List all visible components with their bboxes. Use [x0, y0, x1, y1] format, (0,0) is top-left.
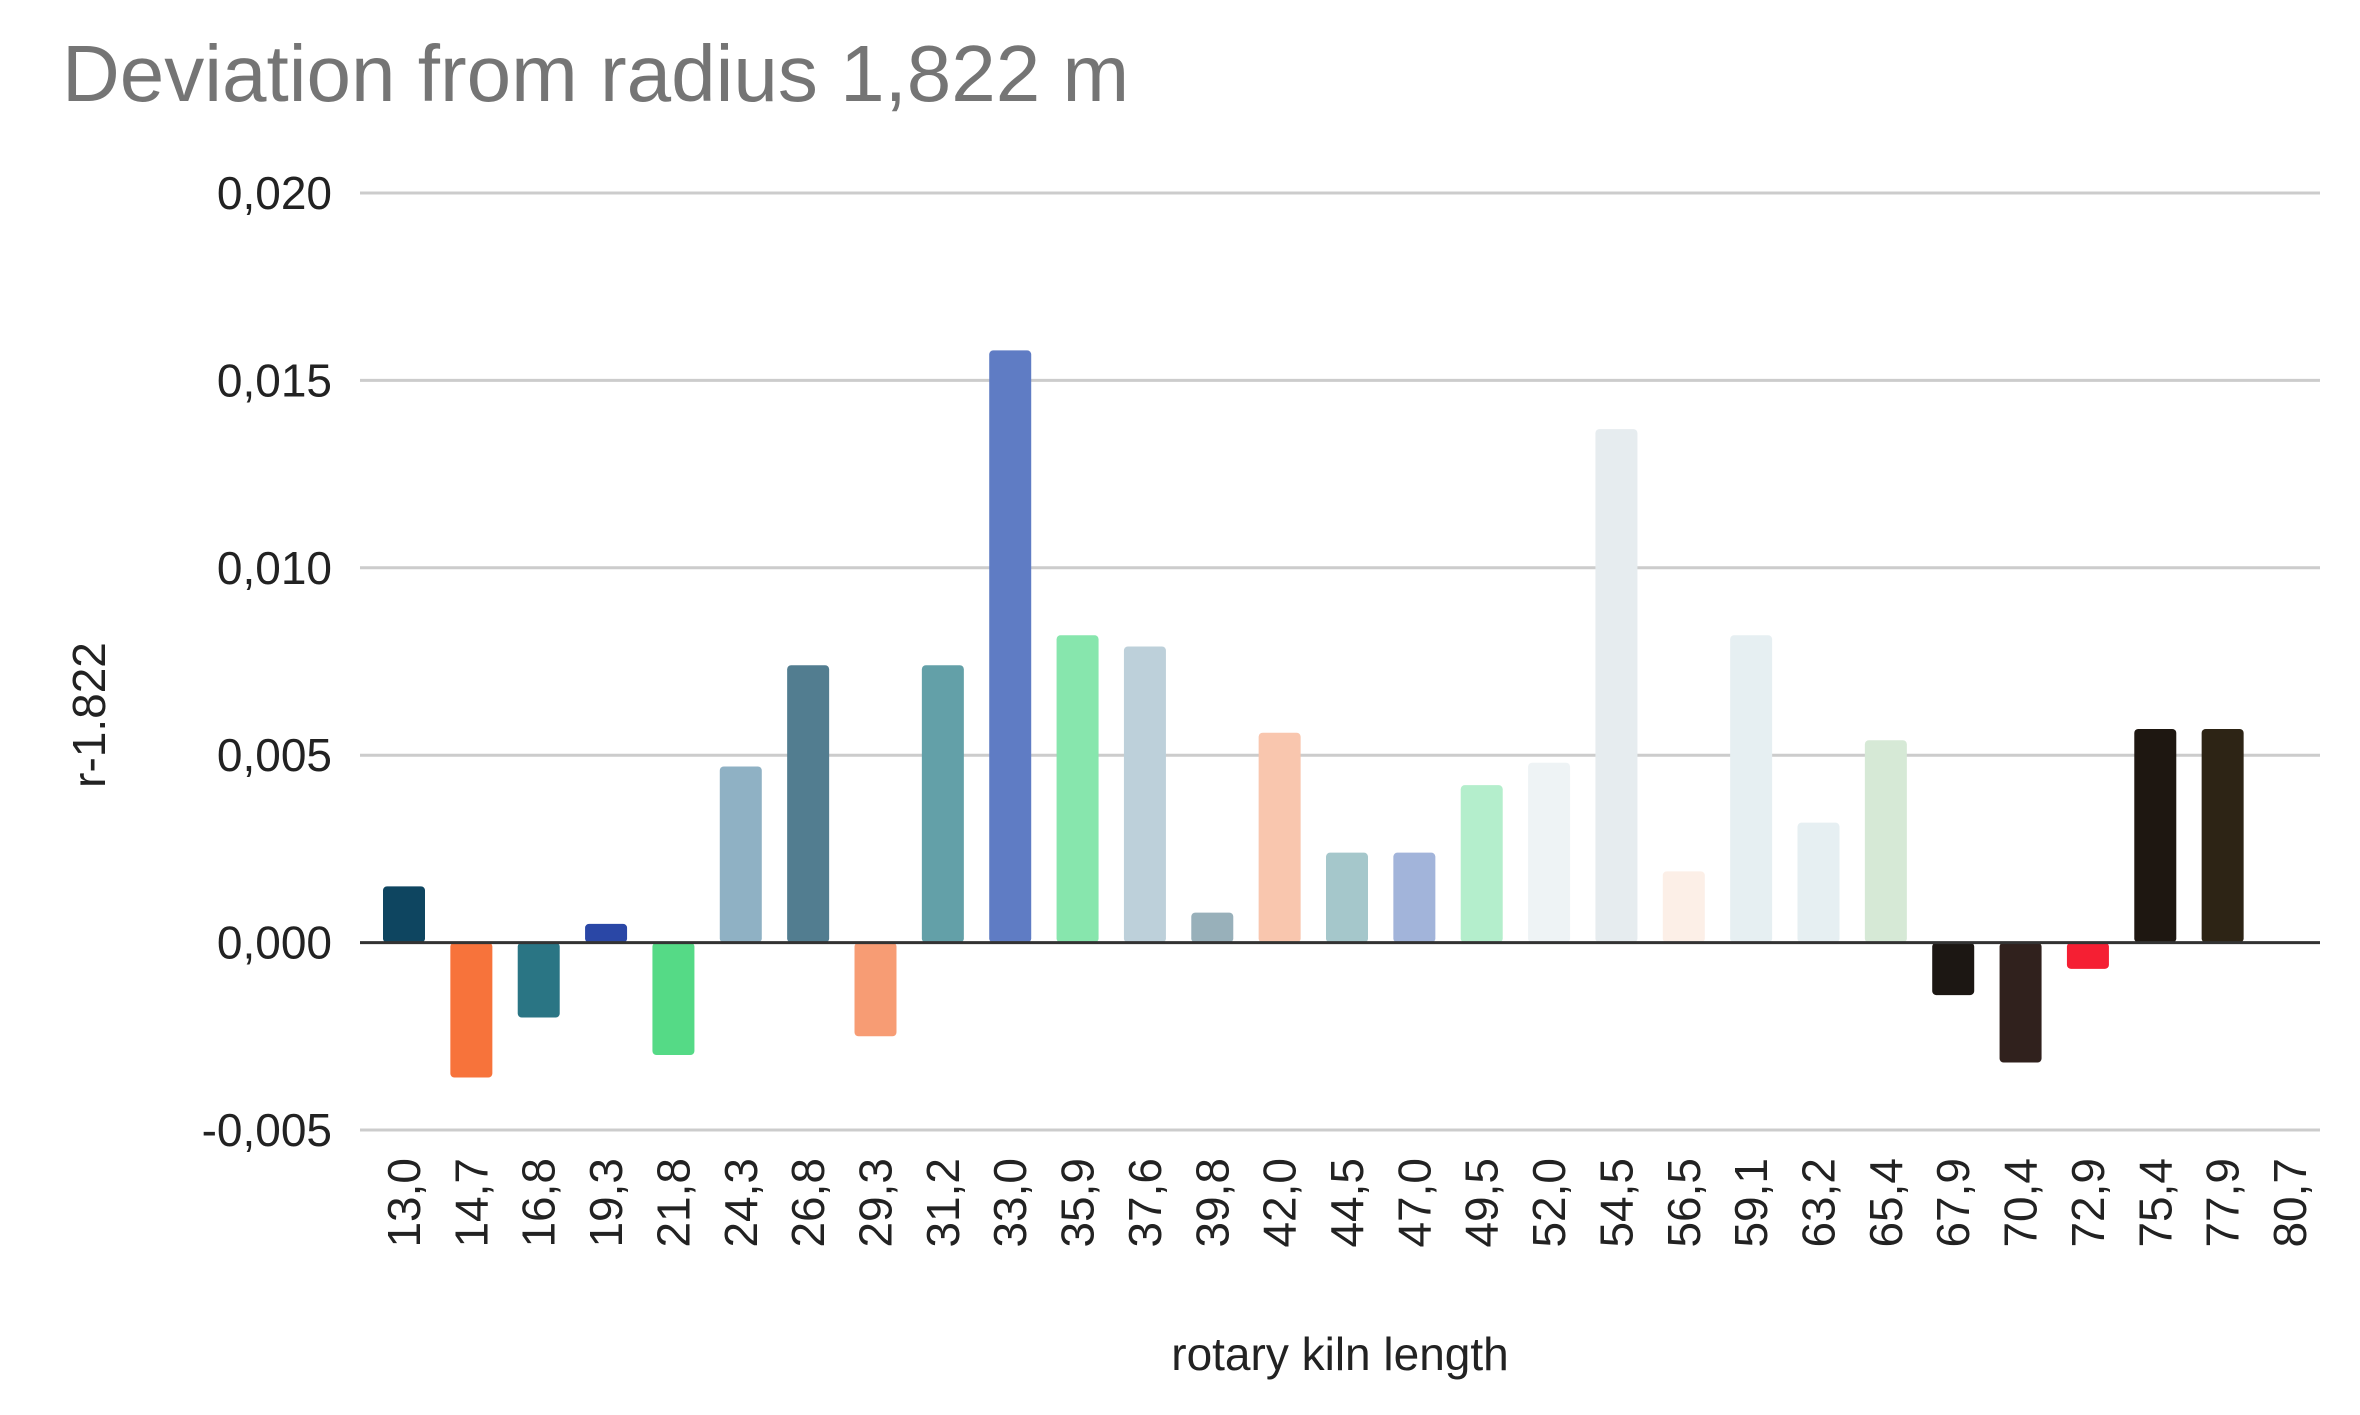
bar [1797, 822, 1840, 943]
y-tick-label: 0,015 [217, 354, 332, 406]
x-tick-label: 65,4 [1860, 1158, 1912, 1248]
x-tick-labels: 13,0 14,7 16,8 19,3 21,8 24,3 26,8 29,3 31,2 33,0… [378, 1158, 2316, 1248]
x-tick-label: 59,1 [1725, 1158, 1777, 1248]
y-tick-labels: 0,020 0,015 0,010 0,005 0,000 -0,005 [202, 167, 332, 1156]
x-tick-label: 16,8 [513, 1158, 565, 1248]
chart-title: Deviation from radius 1,822 m [62, 29, 1130, 118]
x-tick-label: 44,5 [1321, 1158, 1373, 1248]
x-tick-label: 80,7 [2264, 1158, 2316, 1248]
x-tick-label: 56,5 [1658, 1158, 1710, 1248]
bar [2201, 728, 2244, 943]
gridlines [360, 191, 2320, 1132]
bar [1258, 732, 1301, 943]
bar [2066, 942, 2109, 969]
bar [1662, 871, 1705, 943]
x-tick-label: 33,0 [984, 1158, 1036, 1248]
x-tick-label: 21,8 [647, 1158, 699, 1248]
bar [383, 886, 425, 943]
y-axis-label: r-1.822 [63, 642, 115, 788]
x-tick-label: 70,4 [1995, 1158, 2047, 1248]
bars [383, 350, 2244, 1078]
x-tick-label: 63,2 [1793, 1158, 1845, 1248]
x-tick-label: 67,9 [1927, 1158, 1979, 1248]
y-tick-label: 0,000 [217, 917, 332, 969]
bar [1056, 635, 1099, 943]
bar [450, 942, 493, 1078]
x-tick-label: 49,5 [1456, 1158, 1508, 1248]
bar [1191, 912, 1234, 943]
x-tick-label: 37,6 [1119, 1158, 1171, 1248]
x-tick-label: 13,0 [378, 1158, 430, 1248]
x-tick-label: 31,2 [917, 1158, 969, 1248]
bar [2134, 728, 2177, 943]
bar [1123, 646, 1166, 943]
y-tick-label: 0,005 [217, 729, 332, 781]
y-tick-label: -0,005 [202, 1104, 332, 1156]
bar [1528, 762, 1571, 943]
bar [517, 942, 560, 1018]
bar [854, 942, 897, 1037]
x-tick-label: 77,9 [2197, 1158, 2249, 1248]
x-tick-label: 24,3 [715, 1158, 767, 1248]
x-tick-label: 42,0 [1254, 1158, 1306, 1248]
x-tick-label: 54,5 [1590, 1158, 1642, 1248]
x-tick-label: 72,9 [2062, 1158, 2114, 1248]
x-tick-label: 52,0 [1523, 1158, 1575, 1248]
x-tick-label: 39,8 [1186, 1158, 1238, 1248]
bar [1595, 429, 1638, 943]
bar [652, 942, 695, 1056]
x-tick-label: 19,3 [580, 1158, 632, 1248]
x-tick-label: 14,7 [445, 1158, 497, 1248]
bar [1326, 852, 1368, 943]
x-axis-label: rotary kiln length [1171, 1328, 1509, 1380]
bar [1730, 635, 1773, 943]
y-tick-label: 0,020 [217, 167, 332, 219]
bar [921, 665, 964, 943]
bar [787, 665, 830, 943]
x-tick-label: 29,3 [850, 1158, 902, 1248]
bar [1999, 942, 2042, 1063]
bar [1460, 785, 1503, 943]
bar [1864, 740, 1907, 943]
bar [1393, 852, 1436, 943]
bar [719, 766, 762, 943]
bar [1932, 942, 1975, 996]
x-tick-label: 35,9 [1052, 1158, 1104, 1248]
x-tick-label: 47,0 [1388, 1158, 1440, 1248]
bar [585, 923, 628, 943]
x-tick-label: 75,4 [2129, 1158, 2181, 1248]
y-tick-label: 0,010 [217, 542, 332, 594]
x-tick-label: 26,8 [782, 1158, 834, 1248]
bar [989, 350, 1032, 943]
